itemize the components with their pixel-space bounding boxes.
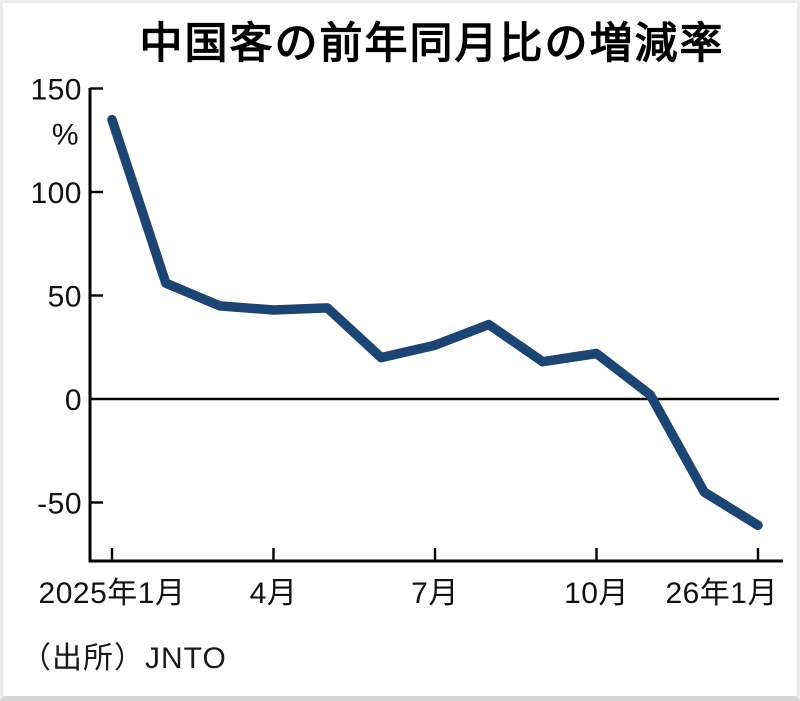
- axes: [88, 88, 783, 563]
- line-chart: 150 100 50 0 -50% 2025年1月 4月 7月 10月 26年1月: [30, 74, 783, 610]
- y-tick-label: 50: [48, 281, 82, 314]
- data-line: [107, 114, 763, 531]
- x-tick-label: 4月: [250, 577, 298, 610]
- y-tick-label: 100: [30, 177, 82, 210]
- x-tick-label: 26年1月: [665, 577, 778, 610]
- chart-title: 中国客の前年同月比の増減率: [139, 20, 725, 68]
- x-tick-label: 2025年1月: [39, 577, 186, 610]
- y-tick-label: -50: [37, 488, 82, 521]
- source-label: （出所）JNTO: [21, 642, 227, 675]
- y-tick-label: 150: [30, 74, 82, 107]
- x-tick-label: 10月: [564, 577, 629, 610]
- x-tick-label: 7月: [411, 577, 459, 610]
- y-axis-unit-label: %: [52, 119, 79, 152]
- y-tick-label: 0: [65, 384, 82, 417]
